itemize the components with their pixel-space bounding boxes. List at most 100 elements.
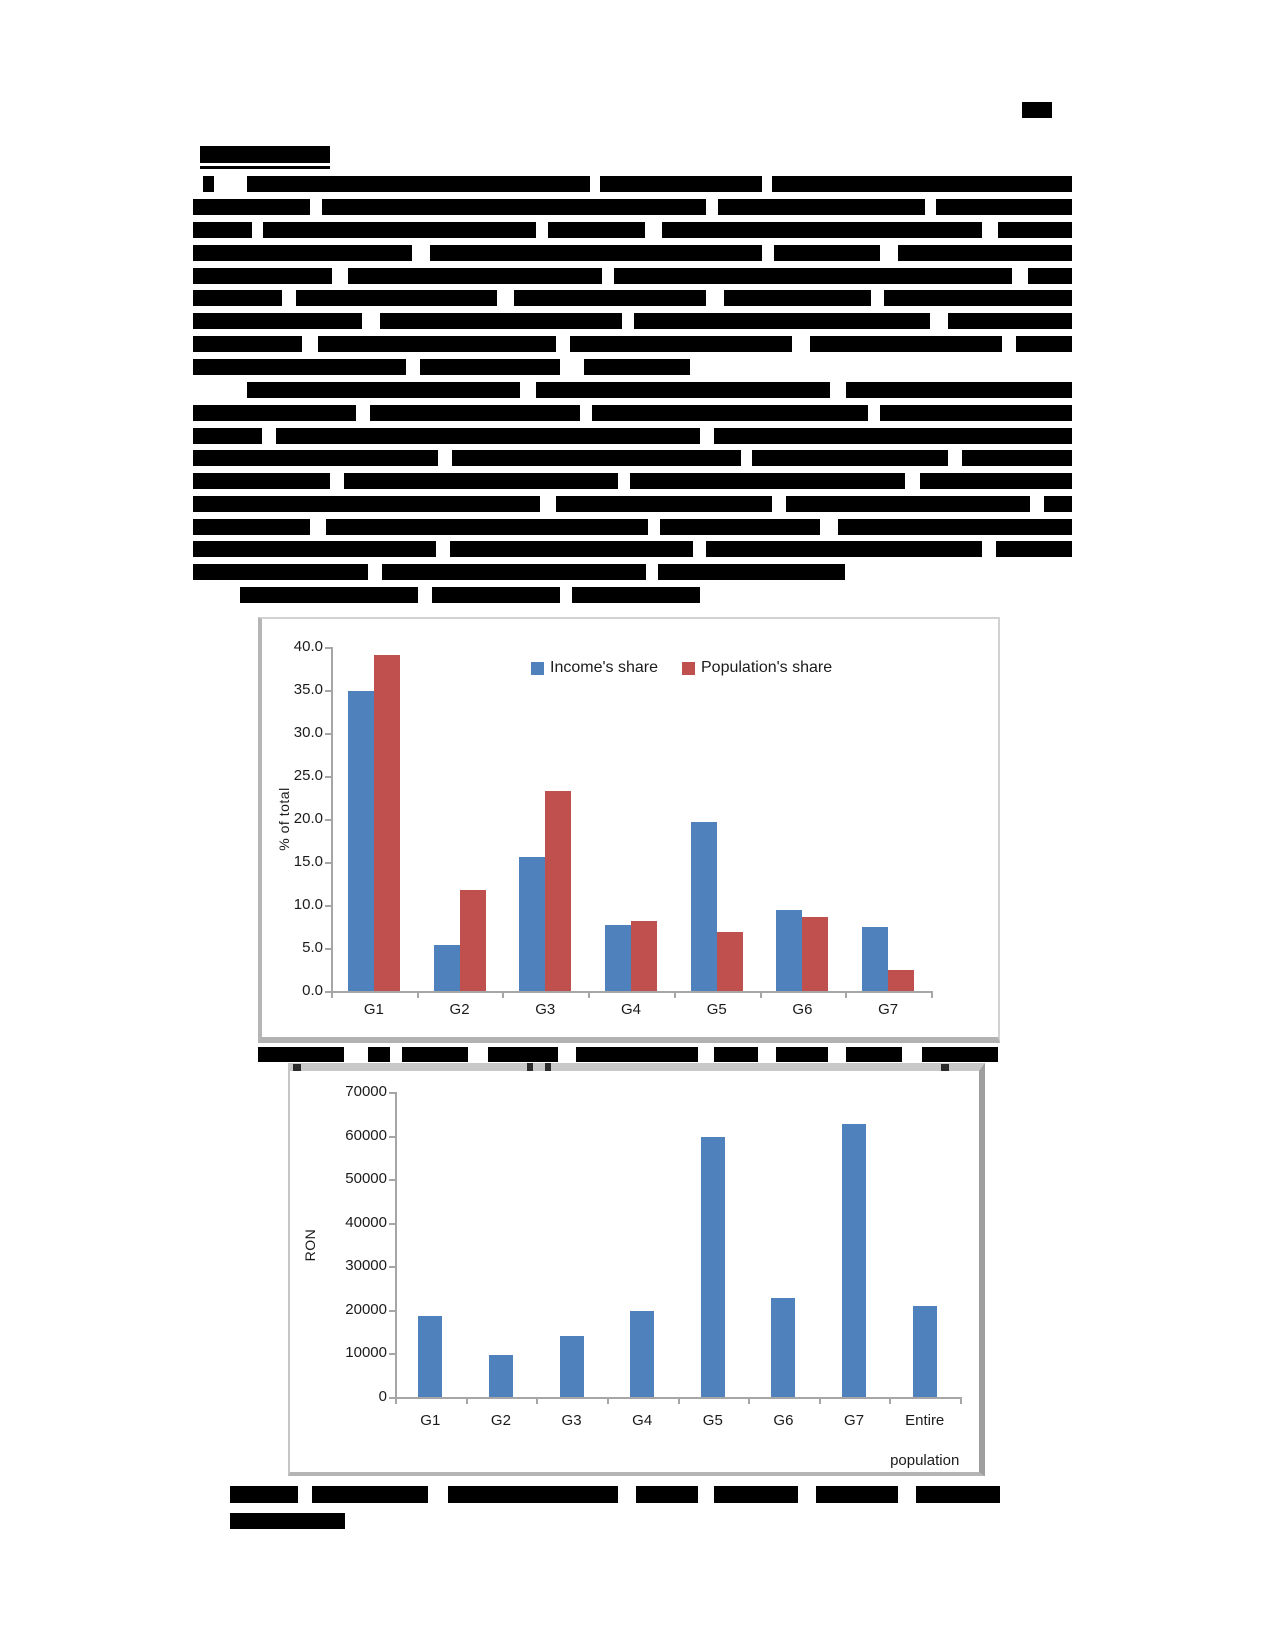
- redacted-line-paragraph-2: [714, 428, 1072, 444]
- y-axis-line: [395, 1092, 397, 1399]
- bar-series-G2: [488, 1355, 513, 1397]
- bar-Population's share-G7: [888, 969, 915, 991]
- y-axis-title: % of total: [276, 787, 292, 851]
- redacted-line-paragraph-1: [1028, 268, 1072, 284]
- bar-Income's share-G7: [862, 927, 889, 991]
- redacted-line-caption-between-figures: [488, 1047, 558, 1062]
- y-axis-line: [331, 647, 333, 993]
- redacted-line-caption-between-figures: [402, 1047, 468, 1062]
- x-axis-tick: [818, 1397, 821, 1404]
- artifact-mark: [545, 1063, 551, 1071]
- y-axis-tick-label: 30000: [345, 1257, 387, 1275]
- redacted-line-paragraph-1: [193, 313, 362, 329]
- redacted-line-paragraph-2: [432, 587, 560, 603]
- redacted-line-paragraph-2: [193, 519, 310, 535]
- y-axis-tick: [389, 1135, 395, 1138]
- y-axis-tick: [389, 1353, 395, 1356]
- bar-series-G1: [418, 1316, 443, 1397]
- y-axis-tick-label: 10.0: [293, 896, 323, 913]
- redacted-line-paragraph-1: [948, 313, 1072, 329]
- y-axis-tick-label: 40.0: [293, 638, 323, 655]
- x-axis-category-label: G4: [620, 1001, 641, 1018]
- redacted-line-paragraph-2: [193, 564, 368, 580]
- redacted-line-caption-below-figure-2: [312, 1486, 428, 1503]
- x-axis-category-label: G2: [490, 1412, 511, 1429]
- x-axis-tick: [502, 991, 505, 998]
- redacted-line-paragraph-2: [450, 541, 693, 557]
- redacted-line-paragraph-1: [774, 245, 880, 261]
- y-axis-tick: [325, 905, 331, 907]
- bar-series-G6: [771, 1297, 796, 1397]
- x-axis-category-label: G3: [535, 1001, 556, 1018]
- figure-mean-income-ron-chart: 0 10000 20000 30000 40000 50000 60000 70000 G1 G2…: [288, 1063, 985, 1476]
- redacted-line-paragraph-2: [193, 428, 262, 444]
- y-axis-tick: [325, 862, 331, 864]
- y-axis-tick: [389, 1266, 395, 1269]
- redacted-line-paragraph-2: [660, 519, 820, 535]
- redacted-line-paragraph-1: [430, 245, 762, 261]
- redacted-line-paragraph-2: [630, 473, 905, 489]
- y-axis-tick: [325, 647, 331, 649]
- redacted-line-paragraph-1: [614, 268, 1012, 284]
- x-axis-tick: [536, 1397, 539, 1404]
- legend-label: Income's share: [550, 659, 658, 676]
- bar-Population's share-G5: [716, 931, 743, 991]
- legend-entry: Income's share: [531, 659, 658, 677]
- redacted-line-paragraph-2: [786, 496, 1030, 512]
- bar-series-G3: [559, 1336, 584, 1397]
- x-axis-tick: [416, 991, 419, 998]
- bar-Income's share-G6: [776, 910, 803, 991]
- x-axis-tick: [606, 1397, 609, 1404]
- redacted-line-paragraph-2: [1044, 496, 1072, 512]
- redacted-line-paragraph-1: [884, 290, 1072, 306]
- x-axis-line: [331, 991, 931, 993]
- redacted-line-paragraph-1: [318, 336, 556, 352]
- redacted-line-caption-between-figures: [922, 1047, 998, 1062]
- redacted-line-paragraph-1: [322, 199, 706, 215]
- redacted-line-paragraph-2: [193, 496, 540, 512]
- redacted-line-paragraph-1: [634, 313, 930, 329]
- redacted-line-page-number-mark: [1022, 102, 1052, 118]
- x-axis-tick: [465, 1397, 468, 1404]
- redacted-line-paragraph-1: [584, 359, 690, 375]
- redacted-line-paragraph-1: [263, 222, 536, 238]
- y-axis-tick: [325, 776, 331, 778]
- redacted-line-paragraph-2: [846, 382, 1072, 398]
- redacted-line-paragraph-1: [193, 290, 282, 306]
- redacted-line-paragraph-2: [752, 450, 948, 466]
- legend-swatch-icon: [531, 661, 544, 675]
- redacted-line-paragraph-2: [592, 405, 868, 421]
- redacted-line-paragraph-2: [382, 564, 646, 580]
- x-axis-tick: [331, 991, 333, 998]
- redacted-line-paragraph-2: [276, 428, 700, 444]
- redacted-line-paragraph-1: [998, 222, 1072, 238]
- redacted-line-paragraph-2: [962, 450, 1072, 466]
- redacted-line-paragraph-1: [296, 290, 497, 306]
- x-axis-tick: [588, 991, 591, 998]
- bar-Population's share-G2: [459, 890, 486, 991]
- x-axis-category-label: G6: [773, 1412, 794, 1429]
- legend-entry: Population's share: [682, 659, 832, 677]
- redacted-line-caption-between-figures: [258, 1047, 344, 1062]
- x-axis-category-label: G7: [878, 1001, 899, 1018]
- redacted-line-caption-below-figure-2: [714, 1486, 798, 1503]
- figure-income-vs-population-share-chart: 0.0 5.0 10.0 15.0 20.0 25.0 30.0 35.0 40.0 G1 G2 G3…: [258, 617, 1000, 1043]
- y-axis-tick-label: 30.0: [293, 724, 323, 741]
- redacted-line-caption-between-figures: [576, 1047, 698, 1062]
- bar-series-G5: [700, 1137, 725, 1397]
- redacted-line-paragraph-2: [996, 541, 1072, 557]
- redacted-line-paragraph-2: [193, 405, 356, 421]
- x-axis-tick: [960, 1397, 962, 1404]
- redacted-line-section-heading: [200, 166, 330, 169]
- redacted-line-caption-below-figure-2: [636, 1486, 698, 1503]
- redacted-line-paragraph-1: [193, 222, 252, 238]
- redacted-line-caption-below-figure-2: [230, 1513, 345, 1529]
- y-axis-tick: [325, 690, 331, 692]
- redacted-line-paragraph-1: [247, 176, 590, 192]
- y-axis-tick-label: 15.0: [293, 853, 323, 870]
- redacted-line-caption-below-figure-2: [448, 1486, 618, 1503]
- y-axis-tick: [389, 1309, 395, 1312]
- y-axis-tick: [389, 1179, 395, 1182]
- bar-Income's share-G3: [519, 856, 546, 991]
- redacted-line-paragraph-2: [326, 519, 648, 535]
